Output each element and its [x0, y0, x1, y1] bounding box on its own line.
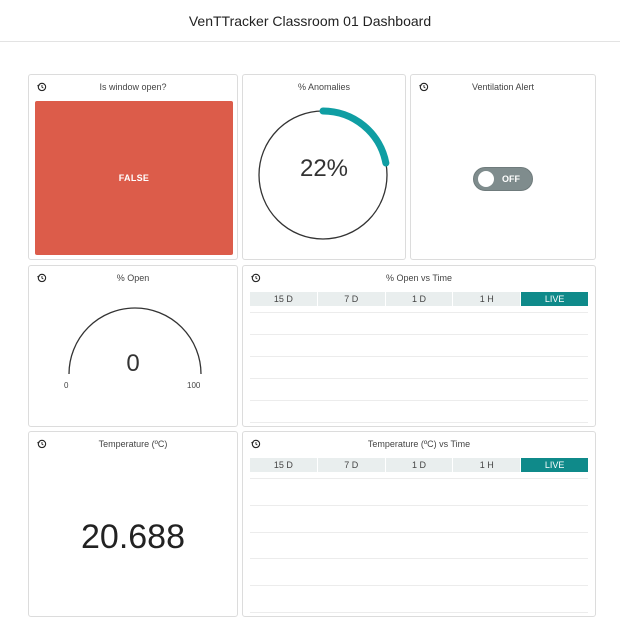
widget-title: Temperature (ºC) [98, 439, 168, 449]
dashboard-header: VenTTracker Classroom 01 Dashboard [0, 0, 620, 42]
gauge-arc [68, 307, 202, 375]
history-icon[interactable] [250, 438, 261, 449]
range-15d-button[interactable]: 15 D [250, 292, 318, 306]
percentage-value: 22% [299, 155, 349, 182]
grid-line [250, 378, 588, 379]
widget-title: % Anomalies [297, 82, 351, 92]
gauge-min-label: 0 [64, 381, 69, 390]
widget-temperature: Temperature (ºC) 20.688 [28, 431, 238, 617]
chart-plot-area [250, 312, 588, 423]
widget-title: Is window open? [99, 82, 167, 92]
range-7d-button[interactable]: 7 D [318, 458, 386, 472]
widget-title: Ventilation Alert [471, 82, 535, 92]
range-7d-button[interactable]: 7 D [318, 292, 386, 306]
history-icon[interactable] [36, 81, 47, 92]
grid-line [250, 478, 588, 479]
history-icon[interactable] [418, 81, 429, 92]
temperature-value: 20.688 [81, 518, 185, 556]
history-icon[interactable] [250, 272, 261, 283]
range-1h-button[interactable]: 1 H [453, 458, 522, 472]
percentage-ring [258, 107, 390, 240]
gauge-value: 0 [126, 350, 140, 377]
status-value: FALSE [118, 173, 150, 183]
grid-line [250, 356, 588, 357]
grid-line [250, 400, 588, 401]
ring-progress-arc [319, 107, 390, 167]
range-live-button[interactable]: LIVE [521, 292, 588, 306]
grid-line [250, 422, 588, 423]
grid-line [250, 504, 588, 506]
history-icon[interactable] [36, 438, 47, 449]
status-value-box: FALSE [35, 101, 233, 255]
range-1d-button[interactable]: 1 D [386, 292, 454, 306]
gauge-max-label: 100 [187, 381, 201, 390]
widget-title: % Open vs Time [385, 273, 453, 283]
chart-plot-area [250, 478, 588, 613]
widget-title: % Open [116, 273, 150, 283]
time-range-selector: 15 D 7 D 1 D 1 H LIVE [250, 458, 588, 472]
ventilation-toggle[interactable]: OFF [473, 167, 533, 191]
widget-window-open: Is window open? FALSE [28, 74, 238, 260]
grid-line [250, 312, 588, 313]
widget-temperature-chart: Temperature (ºC) vs Time 15 D 7 D 1 D 1 … [242, 431, 596, 617]
grid-line [250, 531, 588, 533]
history-icon[interactable] [36, 272, 47, 283]
range-live-button[interactable]: LIVE [521, 458, 588, 472]
time-range-selector: 15 D 7 D 1 D 1 H LIVE [250, 292, 588, 306]
toggle-state-label: OFF [502, 174, 520, 184]
toggle-knob [478, 171, 494, 187]
range-1d-button[interactable]: 1 D [386, 458, 454, 472]
grid-line [250, 612, 588, 613]
dashboard-title: VenTTracker Classroom 01 Dashboard [188, 12, 432, 29]
range-15d-button[interactable]: 15 D [250, 458, 318, 472]
widget-anomalies: % Anomalies 22% [242, 74, 406, 260]
grid-line [250, 334, 588, 335]
widget-ventilation-alert: Ventilation Alert OFF [410, 74, 596, 260]
grid-line [250, 558, 588, 560]
widget-open-gauge: % Open 0 0 100 [28, 265, 238, 427]
widget-open-chart: % Open vs Time 15 D 7 D 1 D 1 H LIVE [242, 265, 596, 427]
range-1h-button[interactable]: 1 H [453, 292, 522, 306]
grid-line [250, 585, 588, 587]
widget-title: Temperature (ºC) vs Time [367, 439, 471, 449]
